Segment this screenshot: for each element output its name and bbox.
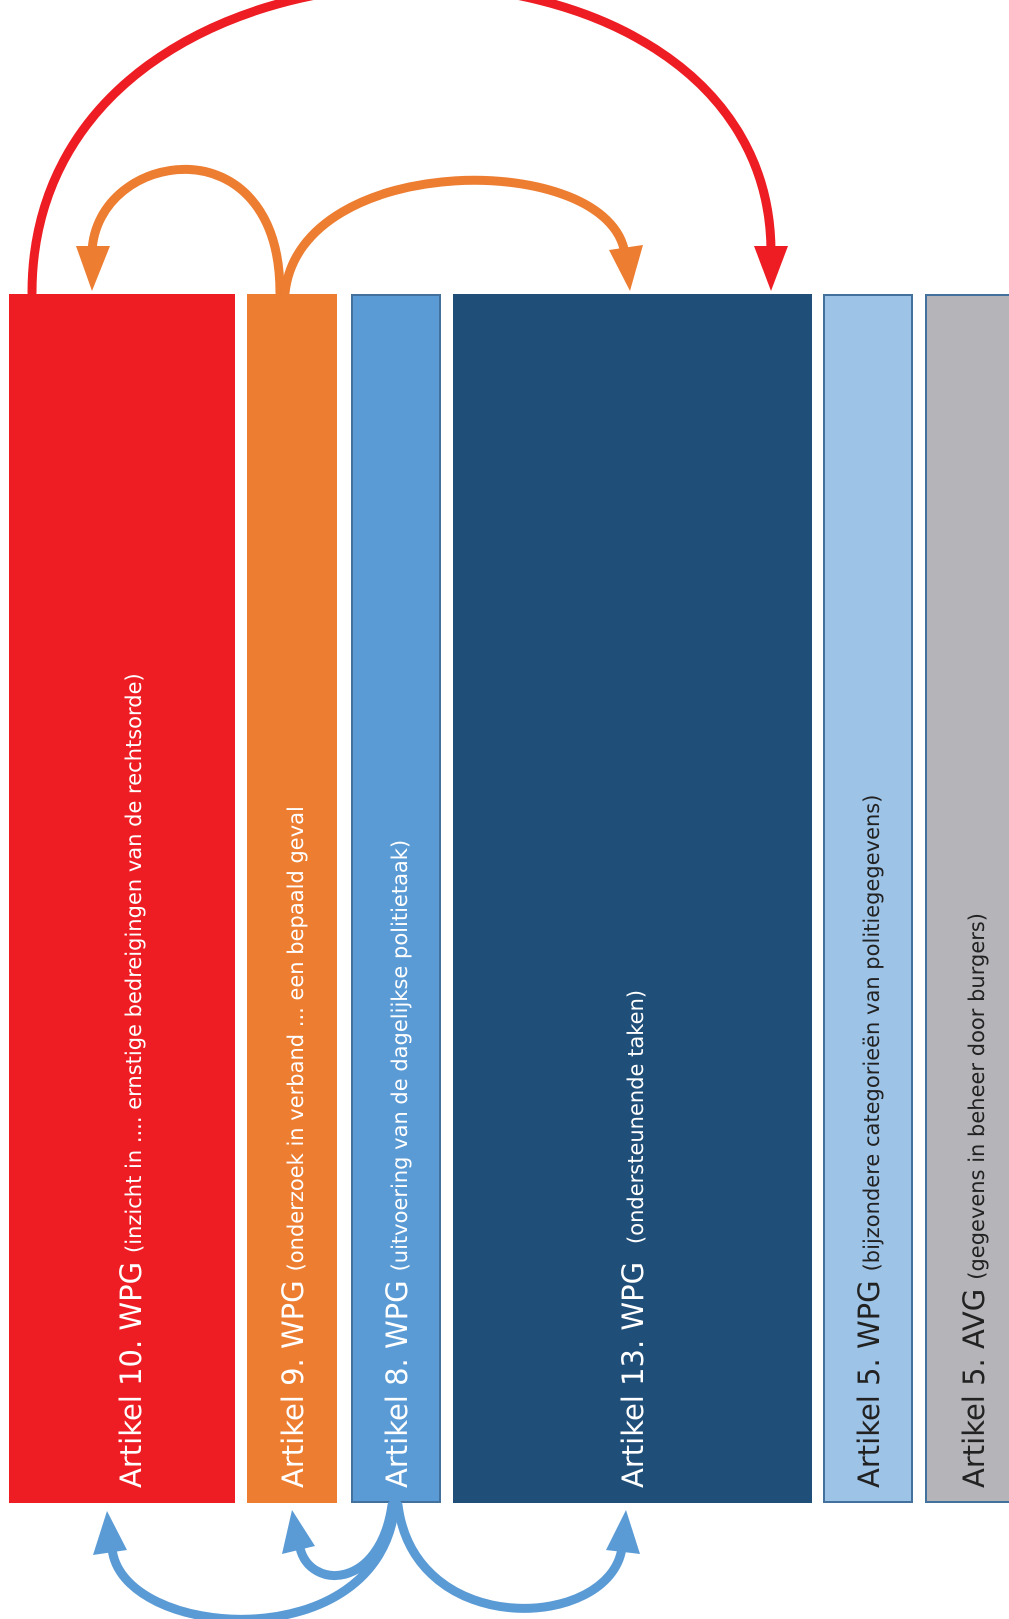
column-art8-label: Artikel 8. WPG (uitvoering van de dagelij…	[380, 840, 414, 1488]
arrow-orange-9-to-13-line	[280, 175, 630, 298]
column-art10-bar	[9, 294, 235, 1503]
arrow-red-10-to-13	[27, 0, 788, 298]
column-art13-main: Artikel 13. WPG	[616, 1262, 650, 1488]
column-art5avg: Artikel 5. AVG (gegevens in beheer door b…	[925, 294, 1009, 1503]
column-art13-sub: (ondersteunende taken)	[624, 990, 648, 1244]
arrow-blue-8-to-10-line	[107, 1500, 400, 1619]
column-art8-sub: (uitvoering van de dagelijkse politietaa…	[388, 840, 412, 1272]
column-art13-bar	[453, 294, 812, 1503]
arrow-orange-9-to-10	[76, 164, 285, 298]
column-art5wpg-sub: (bijzondere categorieën van politiegegev…	[860, 795, 884, 1272]
column-art5wpg-label: Artikel 5. WPG (bijzondere categorieën va…	[852, 795, 886, 1488]
arrow-blue-8-to-13-head	[606, 1510, 640, 1554]
column-art5wpg: Artikel 5. WPG (bijzondere categorieën va…	[823, 294, 913, 1503]
arrow-blue-8-to-13-line	[393, 1500, 627, 1613]
column-art5avg-main: Artikel 5. AVG	[957, 1289, 991, 1488]
column-art10-label: Artikel 10. WPG (inzicht in .... ernstige…	[114, 673, 148, 1488]
arrow-orange-9-to-10-line	[87, 164, 285, 298]
arrow-blue-8-to-9	[282, 1500, 397, 1580]
arrow-orange-9-to-13	[280, 175, 643, 298]
column-art13: Artikel 13. WPG (ondersteunende taken)	[453, 294, 812, 1503]
arrow-red-10-to-13-line	[27, 0, 776, 298]
column-art5wpg-bar	[823, 294, 913, 1503]
arrow-red-10-to-13-head	[754, 246, 788, 291]
arrow-blue-8-to-9-head	[282, 1510, 315, 1554]
column-art9: Artikel 9. WPG (onderzoek in verband ... …	[247, 294, 337, 1503]
column-art5avg-bar	[925, 294, 1009, 1503]
column-art10-sub: (inzicht in .... ernstige bedreigingen v…	[122, 673, 146, 1253]
column-art8: Artikel 8. WPG (uitvoering van de dagelij…	[351, 294, 441, 1503]
column-art10-main: Artikel 10. WPG	[114, 1262, 148, 1488]
column-art10: Artikel 10. WPG (inzicht in .... ernstige…	[9, 294, 235, 1503]
column-art9-sub: (onderzoek in verband ... een bepaald ge…	[284, 806, 308, 1271]
column-art5wpg-main: Artikel 5. WPG	[852, 1280, 886, 1488]
column-art8-bar	[351, 294, 441, 1503]
arrow-orange-9-to-10-head	[76, 246, 110, 291]
column-art9-bar	[247, 294, 337, 1503]
column-art5avg-label: Artikel 5. AVG (gegevens in beheer door b…	[957, 913, 991, 1488]
arrow-orange-9-to-13-head	[609, 245, 643, 291]
column-art9-main: Artikel 9. WPG	[276, 1280, 310, 1488]
column-art13-label: Artikel 13. WPG (ondersteunende taken)	[616, 990, 650, 1488]
arrow-blue-8-to-10	[93, 1500, 400, 1619]
arrow-blue-8-to-10-head	[93, 1511, 127, 1555]
arrow-blue-8-to-9-line	[295, 1500, 397, 1580]
column-art5avg-sub: (gegevens in beheer door burgers)	[965, 913, 989, 1280]
column-art8-main: Artikel 8. WPG	[380, 1280, 414, 1488]
column-art9-label: Artikel 9. WPG (onderzoek in verband ... …	[276, 806, 310, 1488]
arrow-blue-8-to-13	[393, 1500, 640, 1613]
